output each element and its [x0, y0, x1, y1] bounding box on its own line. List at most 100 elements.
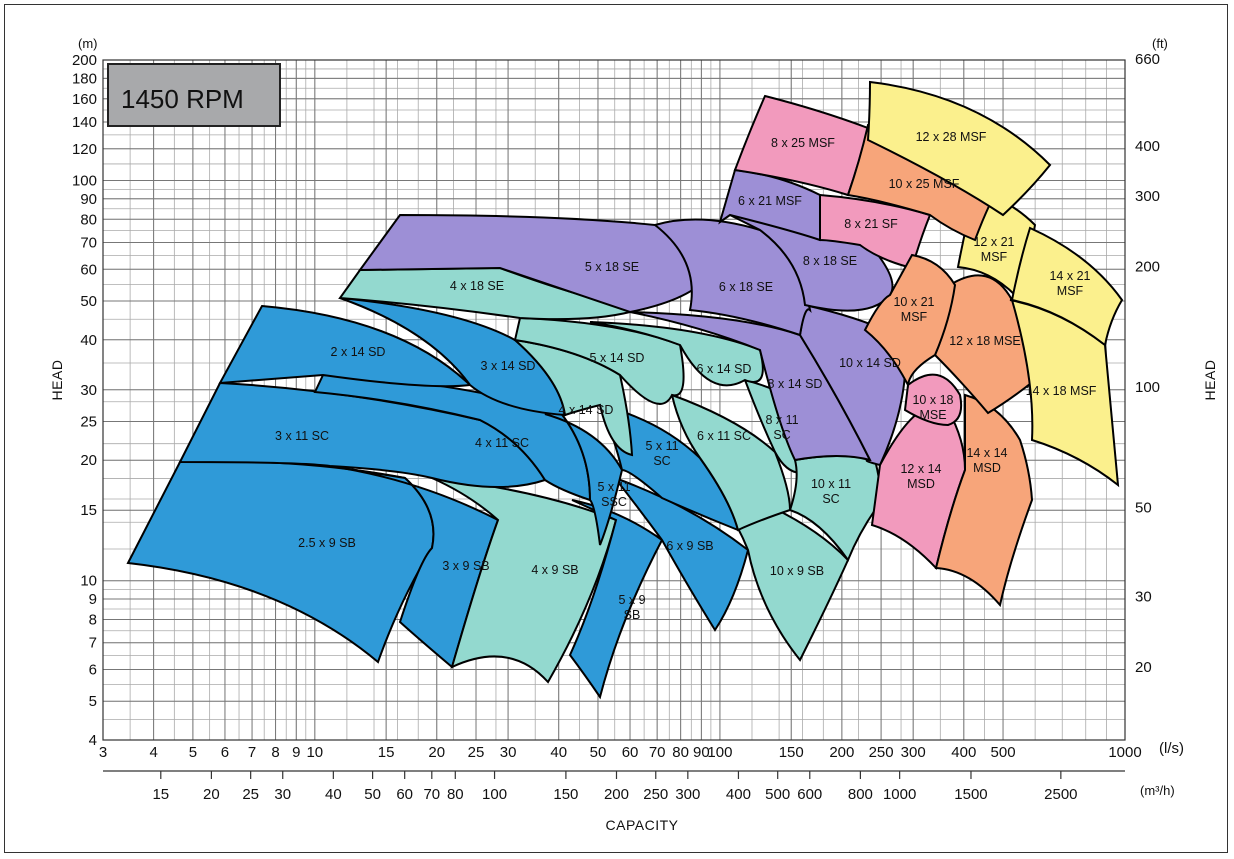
y-tick-label-left: 6	[89, 662, 97, 679]
region-label-4-x-18-se: 4 x 18 SE	[450, 279, 504, 293]
region-14-x-21-msf	[1010, 226, 1124, 347]
y-tick-label-left: 200	[72, 52, 97, 69]
x-tick-label-ls: 4	[149, 744, 157, 761]
region-12-x-28-msf	[866, 80, 1052, 217]
x-unit-secondary: (m³/h)	[1140, 783, 1175, 798]
y-tick-label-left: 50	[80, 293, 97, 310]
x-tick-label-ls: 70	[649, 744, 666, 761]
region-2.5-x-9-sb	[126, 460, 435, 664]
region-label-6-x-18-se: 6 x 18 SE	[719, 280, 773, 294]
x-tick-label-m3h: 20	[203, 786, 220, 803]
x-tick-label-m3h: 40	[325, 786, 342, 803]
region-label-5-x-11-sc: 5 x 11 SC	[645, 439, 678, 468]
x-axis-title: CAPACITY	[606, 817, 679, 833]
y-tick-label-right: 400	[1135, 138, 1160, 155]
x-tick-label-m3h: 70	[423, 786, 440, 803]
region-label-8-x-25-msf: 8 x 25 MSF	[771, 136, 835, 150]
x-tick-label-ls: 300	[901, 744, 926, 761]
x-tick-label-m3h: 1000	[883, 786, 916, 803]
x-tick-label-ls: 30	[500, 744, 517, 761]
y-unit-left: (m)	[78, 36, 98, 51]
region-label-4-x-14-sd: 4 x 14 SD	[559, 403, 614, 417]
region-5-x-11-ssc	[544, 410, 624, 546]
region-label-14-x-21-msf: 14 x 21 MSF	[1049, 269, 1090, 298]
x-tick-label-m3h: 1500	[954, 786, 987, 803]
x-tick-label-ls: 90	[693, 744, 710, 761]
region-label-4-x-11-sc: 4 x 11 SC	[475, 436, 529, 450]
region-label-8-x-14-sd: 8 x 14 SD	[768, 377, 823, 391]
x-tick-label-m3h: 80	[447, 786, 464, 803]
y-tick-label-right: 50	[1135, 499, 1152, 516]
region-label-6-x-14-sd: 6 x 14 SD	[697, 362, 752, 376]
rpm-badge-box	[107, 63, 281, 127]
y-tick-label-right: 660	[1135, 51, 1160, 68]
region-label-12-x-21-msf: 12 x 21 MSF	[973, 235, 1014, 264]
region-2-x-14-sd	[218, 304, 473, 388]
region-10-x-18-mse	[903, 373, 963, 427]
x-tick-label-m3h: 600	[797, 786, 822, 803]
y-tick-label-left: 7	[89, 635, 97, 652]
y-tick-label-left: 120	[72, 141, 97, 158]
pump-coverage-regions	[126, 80, 1124, 700]
x-tick-label-ls: 50	[590, 744, 607, 761]
y-tick-label-left: 15	[80, 502, 97, 519]
region-label-12-x-14-msd: 12 x 14 MSD	[900, 462, 941, 491]
x-tick-label-ls: 60	[622, 744, 639, 761]
y-tick-label-right: 20	[1135, 659, 1152, 676]
region-label-5-x-9-sb: 5 x 9 SB	[618, 593, 645, 622]
region-6-x-14-sd	[589, 321, 764, 387]
y-tick-label-left: 160	[72, 91, 97, 108]
y-tick-label-left: 60	[80, 261, 97, 278]
region-label-8-x-11-sc: 8 x 11 SC	[765, 413, 798, 442]
x-tick-label-ls: 40	[550, 744, 567, 761]
y-tick-label-left: 100	[72, 172, 97, 189]
x-tick-label-ls: 400	[951, 744, 976, 761]
x-tick-label-m3h: 50	[364, 786, 381, 803]
region-label-14-x-18-msf: 14 x 18 MSF	[1026, 384, 1097, 398]
y-tick-label-right: 100	[1135, 379, 1160, 396]
x-tick-label-ls: 3	[99, 744, 107, 761]
x-tick-label-m3h: 25	[242, 786, 259, 803]
x-tick-label-ls: 5	[189, 744, 197, 761]
y-tick-label-left: 20	[80, 452, 97, 469]
region-3-x-9-sb	[329, 465, 500, 669]
region-label-10-x-11-sc: 10 x 11 SC	[811, 477, 851, 506]
y-tick-label-left: 8	[89, 612, 97, 629]
region-14-x-14-msd	[934, 393, 1034, 608]
region-label-14-x-14-msd: 14 x 14 MSD	[966, 446, 1007, 475]
y-tick-label-left: 180	[72, 70, 97, 87]
y-axis-title-left: HEAD	[49, 360, 65, 401]
plot-border	[102, 59, 1126, 741]
y-tick-label-left: 10	[80, 573, 97, 590]
region-label-10-x-9-sb: 10 x 9 SB	[770, 564, 824, 578]
region-label-4-x-9-sb: 4 x 9 SB	[531, 563, 578, 577]
region-label-10-x-25-msf: 10 x 25 MSF	[889, 177, 960, 191]
region-label-2-x-14-sd: 2 x 14 SD	[331, 345, 386, 359]
x-tick-label-ls: 25	[468, 744, 485, 761]
region-labels: 2.5 x 9 SB 3 x 9 SB 4 x 9 SB 5 x 9 SB 6 x 9 S…	[275, 130, 1097, 622]
region-6-x-9-sb	[612, 475, 750, 632]
x-tick-label-m3h: 60	[396, 786, 413, 803]
x-tick-label-ls: 9	[292, 744, 300, 761]
axes: 4567891015202530405060708090100120140160…	[72, 51, 1160, 803]
region-label-12-x-28-msf: 12 x 28 MSF	[916, 130, 987, 144]
chart-title: 1450 RPM	[121, 84, 244, 114]
region-label-8-x-21-sf: 8 x 21 SF	[844, 217, 898, 231]
y-tick-label-left: 90	[80, 191, 97, 208]
x-tick-label-m3h: 100	[482, 786, 507, 803]
x-tick-label-ls: 1000	[1108, 744, 1141, 761]
y-tick-label-left: 140	[72, 114, 97, 131]
region-label-3-x-9-sb: 3 x 9 SB	[442, 559, 489, 573]
y-unit-right: (ft)	[1152, 36, 1168, 51]
region-label-6-x-9-sb: 6 x 9 SB	[666, 539, 713, 553]
x-tick-label-ls: 150	[779, 744, 804, 761]
region-label-12-x-18-mse: 12 x 18 MSE	[949, 334, 1021, 348]
region-label-5-x-18-se: 5 x 18 SE	[585, 260, 639, 274]
x-tick-label-ls: 80	[672, 744, 689, 761]
x-tick-label-m3h: 500	[765, 786, 790, 803]
y-tick-label-right: 300	[1135, 188, 1160, 205]
x-tick-label-ls: 100	[707, 744, 732, 761]
x-tick-label-ls: 250	[869, 744, 894, 761]
y-tick-label-right: 200	[1135, 259, 1160, 276]
region-5-x-9-sb	[568, 499, 664, 700]
